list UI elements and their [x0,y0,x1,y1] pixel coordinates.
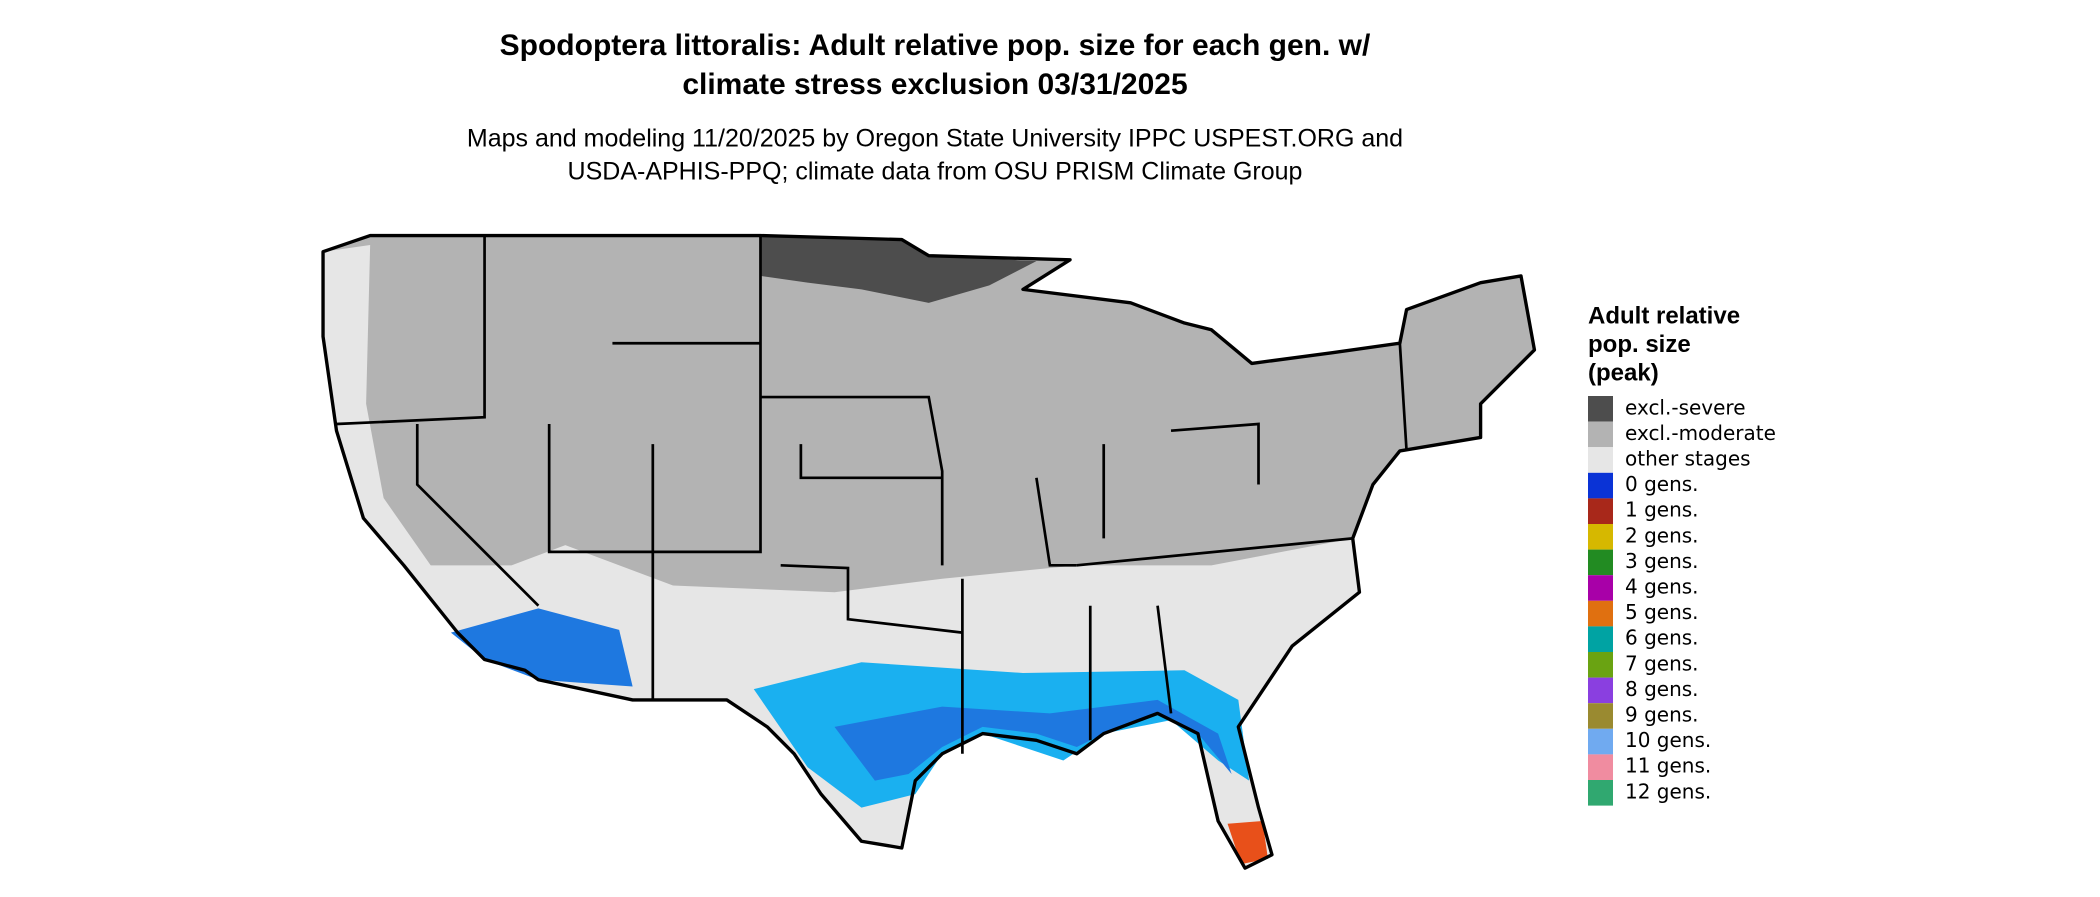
legend-swatch [1588,396,1613,422]
legend-swatch [1588,626,1613,652]
legend-label: 0 gens. [1625,472,1699,496]
legend-swatch [1588,498,1613,524]
legend-swatch [1588,524,1613,550]
legend-swatch [1588,754,1613,780]
legend-swatch [1588,472,1613,499]
legend-label: 4 gens. [1625,575,1699,599]
legend-label: other stages [1625,447,1751,471]
legend-swatch [1588,549,1613,576]
legend-swatch [1588,780,1613,806]
legend-label: 11 gens. [1625,754,1711,778]
map [321,233,1537,870]
legend-swatch [1588,421,1613,448]
legend-swatch [1588,575,1613,601]
legend-label: excl.-severe [1625,395,1746,419]
state-borders [336,235,1408,754]
region-gens-dark [834,699,1232,781]
legend-label: 12 gens. [1625,779,1711,803]
legend-title: pop. size [1588,331,1691,358]
title-line: Spodoptera littoralis: Adult relative po… [500,29,1371,62]
legend-swatch [1588,447,1613,473]
legend-label: 5 gens. [1625,600,1699,624]
legend-label: 7 gens. [1625,651,1699,675]
legend-label: 6 gens. [1625,626,1699,650]
legend-swatch [1588,600,1613,627]
region-gens-az [450,608,633,687]
legend-label: 2 gens. [1625,523,1699,547]
subtitle-line: Maps and modeling 11/20/2025 by Oregon S… [467,125,1403,153]
legend-label: 9 gens. [1625,703,1699,727]
region-other-stages-west [323,244,458,633]
legend-label: 10 gens. [1625,728,1711,752]
legend-swatch [1588,703,1613,729]
legend-title: (peak) [1588,359,1659,386]
legend-label: excl.-moderate [1625,421,1776,445]
us-outline [321,233,1537,870]
region-severe [760,235,1037,303]
legend-title: Adult relative [1588,302,1740,329]
title-line: climate stress exclusion 03/31/2025 [682,68,1187,101]
legend-label: 3 gens. [1625,549,1699,573]
legend-swatch [1588,677,1613,704]
subtitle-line: USDA-APHIS-PPQ; climate data from OSU PR… [568,158,1303,186]
legend-label: 8 gens. [1625,677,1699,701]
legend-swatch [1588,652,1613,678]
legend-label: 1 gens. [1625,498,1699,522]
legend-swatch [1588,728,1613,755]
